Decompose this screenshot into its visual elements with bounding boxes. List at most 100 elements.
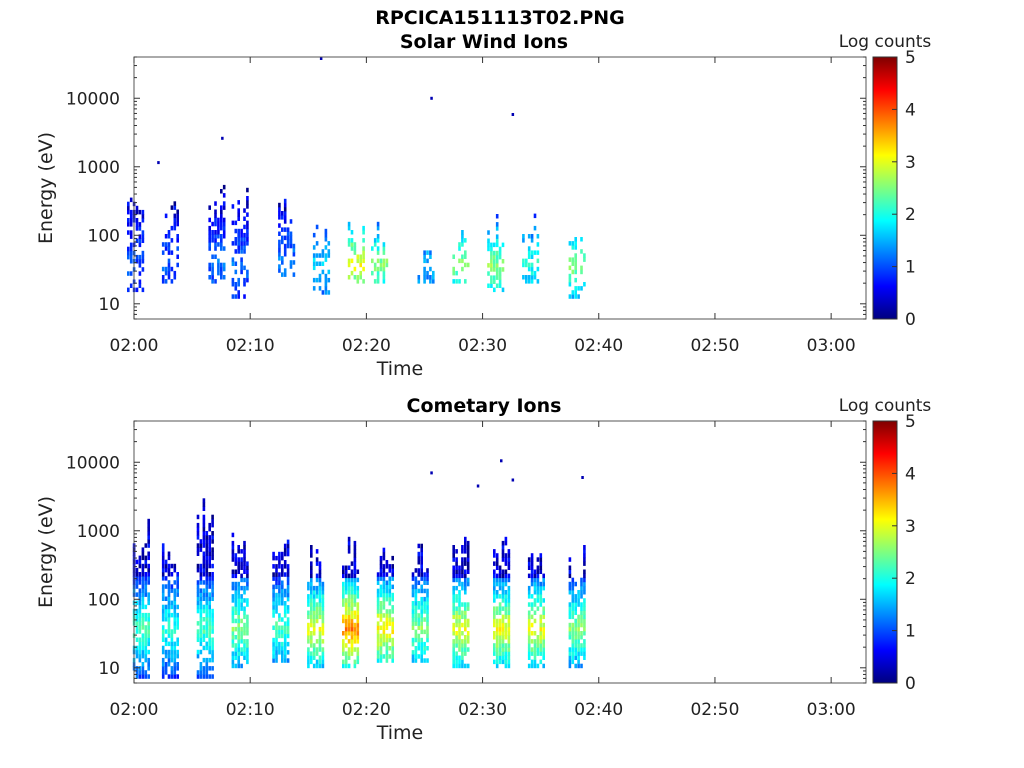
spectrogram-cell	[173, 612, 177, 618]
spectrogram-cell	[237, 626, 240, 632]
spectrogram-cell	[522, 234, 525, 239]
spectrogram-cell	[417, 279, 421, 284]
spectrogram-cell	[286, 641, 290, 647]
spectrogram-cell	[173, 625, 177, 630]
spectrogram-cell	[501, 573, 505, 579]
spectrogram-cell	[423, 646, 426, 651]
spectrogram-cell	[243, 647, 246, 652]
spectrogram-cell	[568, 631, 572, 636]
spectrogram-cell	[199, 637, 203, 642]
spectrogram-cell	[583, 282, 586, 287]
spectrogram-cell	[423, 641, 426, 647]
spectrogram-cell	[342, 614, 345, 620]
spectrogram-cell	[281, 256, 284, 261]
spectrogram-cell	[208, 608, 211, 614]
spectrogram-cell	[127, 250, 130, 256]
spectrogram-cell	[452, 606, 455, 611]
spectrogram-cell	[501, 614, 505, 620]
spectrogram-cell	[240, 639, 243, 644]
spectrogram-cell	[318, 585, 322, 591]
spectrogram-cell	[208, 592, 211, 597]
spectrogram-cell	[272, 555, 275, 561]
spectrogram-cell	[452, 663, 455, 669]
spectrogram-cell	[533, 602, 537, 607]
spectrogram-cell	[315, 224, 319, 230]
spectrogram-cell	[452, 651, 455, 656]
spectrogram-cell	[199, 608, 203, 614]
spectrogram-cell	[318, 273, 322, 279]
spectrogram-cell	[574, 290, 577, 295]
spectrogram-cell	[379, 576, 383, 581]
spectrogram-cell	[464, 618, 467, 624]
spectrogram-cell	[217, 217, 220, 223]
spectrogram-cell	[455, 635, 458, 640]
spectrogram-cell	[275, 580, 278, 585]
spectrogram-cell	[205, 539, 209, 544]
spectrogram-cell	[455, 659, 458, 665]
spectrogram-cell	[423, 605, 426, 610]
spectrogram-cell	[243, 249, 246, 254]
spectrogram-cell	[347, 639, 351, 644]
plot-frame	[133, 420, 867, 684]
spectrogram-cell	[455, 270, 458, 276]
spectrogram-cell	[353, 647, 357, 652]
spectrogram-cell	[507, 647, 511, 652]
spectrogram-cell	[202, 588, 206, 593]
spectrogram-cell	[452, 626, 455, 632]
spectrogram-cell	[315, 557, 319, 562]
spectrogram-cell	[580, 602, 583, 607]
spectrogram-cell	[455, 606, 458, 611]
spectrogram-cell	[498, 606, 502, 611]
spectrogram-cell	[237, 602, 240, 607]
spectrogram-cell	[135, 226, 139, 231]
spectrogram-cell	[490, 267, 493, 272]
spectrogram-cell	[583, 606, 586, 611]
spectrogram-cell	[147, 543, 150, 548]
spectrogram-cell	[283, 235, 287, 241]
spectrogram-cell	[196, 547, 200, 552]
spectrogram-cell	[420, 596, 423, 602]
spectrogram-cell	[222, 246, 226, 251]
spectrogram-cell	[498, 635, 502, 640]
spectrogram-cell	[144, 580, 148, 585]
spectrogram-cell	[493, 614, 496, 620]
spectrogram-cell	[464, 262, 467, 268]
spectrogram-cell	[243, 614, 246, 620]
spectrogram-cell	[583, 602, 586, 607]
spectrogram-cell	[414, 621, 418, 626]
spectrogram-cell	[208, 576, 211, 581]
spectrogram-cell	[237, 610, 240, 615]
spectrogram-cell	[542, 598, 545, 603]
spectrogram-cell	[495, 263, 499, 268]
spectrogram-cell	[281, 580, 284, 585]
spectrogram-cell	[246, 602, 249, 607]
spectrogram-cell	[493, 561, 496, 566]
spectrogram-cell	[167, 596, 171, 601]
spectrogram-cell	[580, 631, 583, 636]
spectrogram-cell	[278, 596, 281, 602]
spectrogram-cell	[283, 609, 287, 614]
spectrogram-cell	[493, 659, 496, 665]
spectrogram-cell	[272, 654, 275, 659]
spectrogram-cell	[237, 622, 240, 628]
spectrogram-cell	[342, 594, 345, 599]
spectrogram-cell	[286, 605, 290, 610]
spectrogram-cell	[574, 277, 577, 283]
spectrogram-cell	[527, 635, 531, 640]
spectrogram-cell	[138, 572, 142, 577]
spectrogram-cell	[347, 545, 351, 550]
spectrogram-cell	[574, 635, 577, 640]
spectrogram-cell	[530, 647, 534, 652]
spectrogram-cell	[135, 625, 139, 630]
spectrogram-cell	[286, 572, 290, 577]
spectrogram-cell	[350, 651, 354, 656]
spectrogram-cell	[580, 265, 583, 271]
spectrogram-cell	[286, 588, 290, 594]
spectrogram-cell	[138, 563, 142, 569]
spectrogram-cell	[504, 663, 508, 669]
spectrogram-cell	[240, 237, 243, 242]
spectrogram-cell	[379, 568, 383, 573]
spectrogram-cell	[458, 602, 461, 607]
